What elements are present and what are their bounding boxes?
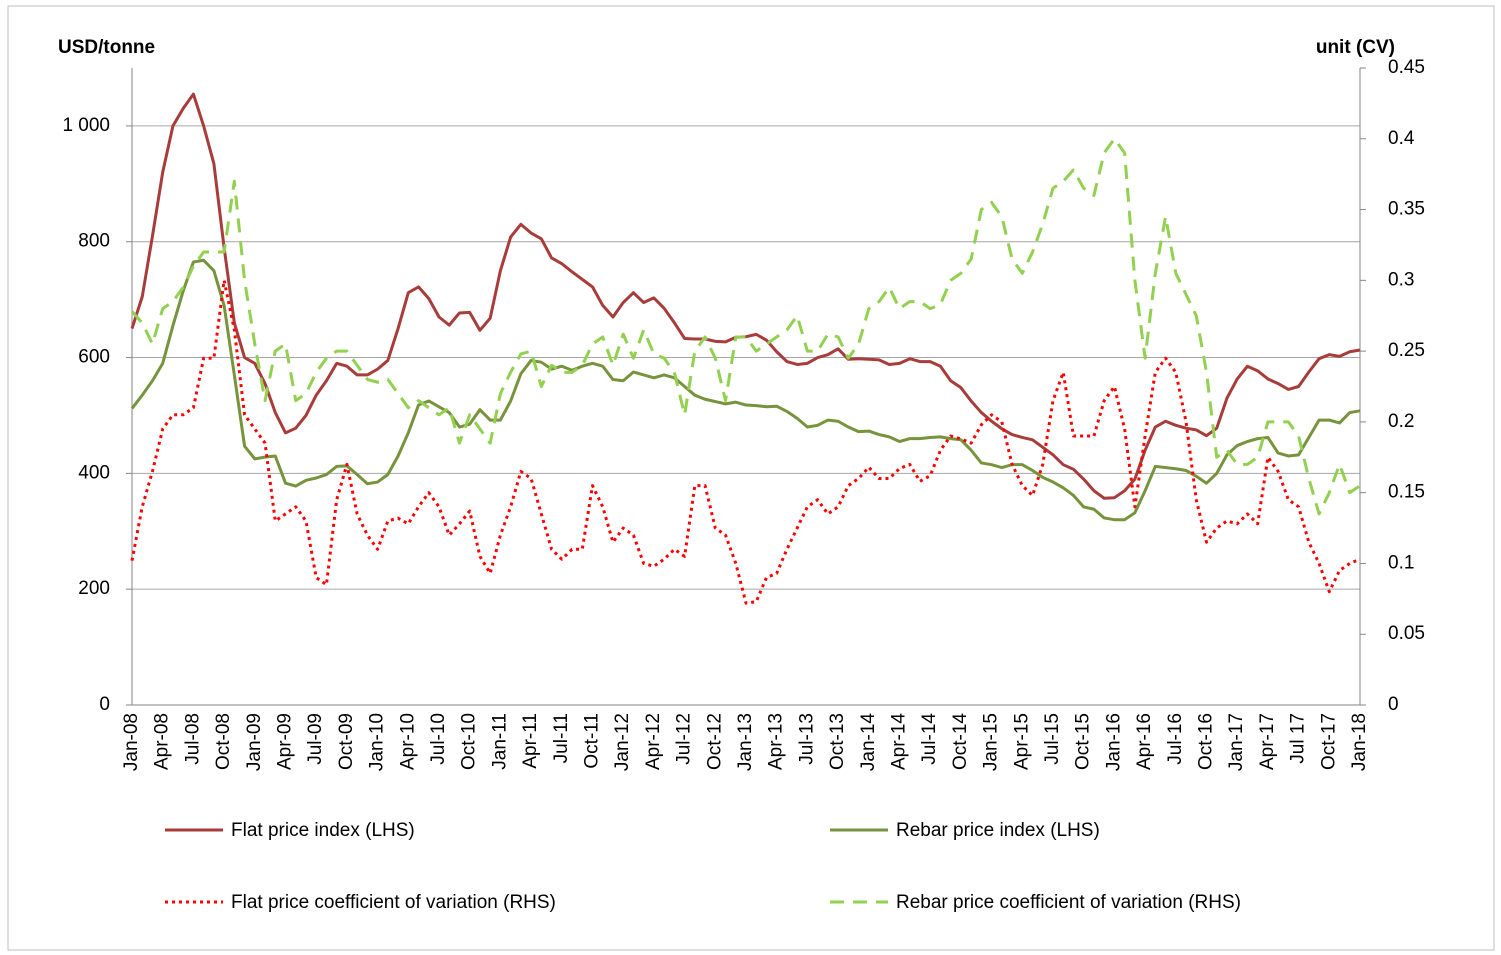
x-tick-label: Jan-13 [735, 713, 756, 771]
x-tick-label: Jan-17 [1226, 713, 1247, 771]
x-tick-label: Oct-16 [1196, 713, 1217, 770]
line-series [130, 92, 1361, 500]
y-tick-label: 0 [99, 694, 110, 715]
y2-tick-label: 0.15 [1388, 482, 1425, 503]
y2-tick-label: 0 [1388, 694, 1399, 715]
x-tick-label: Oct-14 [950, 713, 971, 770]
x-tick-label: Jul-08 [182, 713, 203, 765]
y2-tick-label: 0.4 [1388, 128, 1415, 149]
y2-tick-label: 0.3 [1388, 269, 1414, 290]
x-tick-label: Apr-15 [1011, 713, 1032, 770]
x-tick-label: Jan-10 [367, 713, 388, 771]
y2-tick-label: 0.1 [1388, 552, 1414, 573]
y2-tick-label: 0.45 [1388, 57, 1425, 78]
x-tick-label: Oct-12 [704, 713, 725, 770]
x-tick-label: Jul 17 [1288, 713, 1309, 764]
legend-label: Rebar price index (LHS) [896, 820, 1100, 841]
x-tick-label: Apr-13 [766, 713, 787, 770]
x-tick-label: Oct-17 [1318, 713, 1339, 770]
x-tick-label: Jul-09 [305, 713, 326, 765]
y-axis-title: USD/tonne [58, 37, 155, 58]
x-tick-label: Jan-16 [1103, 713, 1124, 771]
x-tick-label: Apr-16 [1134, 713, 1155, 770]
x-tick-label: Jul-15 [1042, 713, 1063, 765]
x-tick-label: Jan-15 [981, 713, 1002, 771]
legend-label: Flat price index (LHS) [231, 820, 415, 841]
x-tick-label: Oct-15 [1073, 713, 1094, 770]
x-tick-label: Jul-10 [428, 713, 449, 765]
x-tick-label: Apr-11 [520, 713, 541, 769]
y2-tick-label: 0.2 [1388, 411, 1414, 432]
y2-tick-label: 0.35 [1388, 199, 1425, 220]
line-series [130, 258, 1361, 522]
x-tick-label: Jan-09 [244, 713, 265, 771]
y2-axis-title: unit (CV) [1316, 37, 1395, 58]
x-tick-label: Jul-13 [796, 713, 817, 765]
x-tick-label: Oct-11 [582, 713, 603, 769]
x-tick-label: Apr-09 [275, 713, 296, 770]
line-series [130, 278, 1361, 605]
x-tick-label: Jul-11 [551, 713, 572, 763]
x-tick-label: Jul-14 [919, 713, 940, 765]
x-tick-label: Jan-18 [1349, 713, 1370, 771]
legend-label: Rebar price coefficient of variation (RH… [896, 892, 1241, 913]
x-tick-label: Jan-08 [121, 713, 142, 771]
legend-label: Flat price coefficient of variation (RHS… [231, 892, 556, 913]
y2-tick-label: 0.25 [1388, 340, 1425, 361]
y-tick-label: 600 [78, 347, 110, 368]
y-tick-label: 800 [78, 231, 110, 252]
x-tick-label: Apr-12 [643, 713, 664, 770]
x-tick-label: Jan-14 [858, 713, 879, 772]
x-tick-label: Jul-12 [674, 713, 695, 765]
x-tick-label: Oct-09 [336, 713, 357, 770]
line-series [130, 137, 1361, 516]
y-tick-label: 1 000 [62, 115, 110, 136]
x-tick-label: Apr-10 [397, 713, 418, 770]
x-tick-label: Apr-08 [152, 713, 173, 770]
x-tick-label: Oct-10 [459, 713, 480, 770]
x-tick-label: Jan-11 [489, 713, 510, 770]
x-tick-label: Jul-16 [1165, 713, 1186, 765]
x-tick-label: Oct-13 [827, 713, 848, 770]
y2-tick-label: 0.05 [1388, 623, 1425, 644]
y-tick-label: 200 [78, 578, 110, 599]
chart-border [7, 5, 1495, 951]
x-tick-label: Apr-14 [889, 713, 910, 770]
y-tick-label: 400 [78, 462, 110, 483]
x-tick-label: Jan-12 [612, 713, 633, 771]
x-tick-label: Oct-08 [213, 713, 234, 770]
x-tick-label: Apr-17 [1257, 713, 1278, 770]
